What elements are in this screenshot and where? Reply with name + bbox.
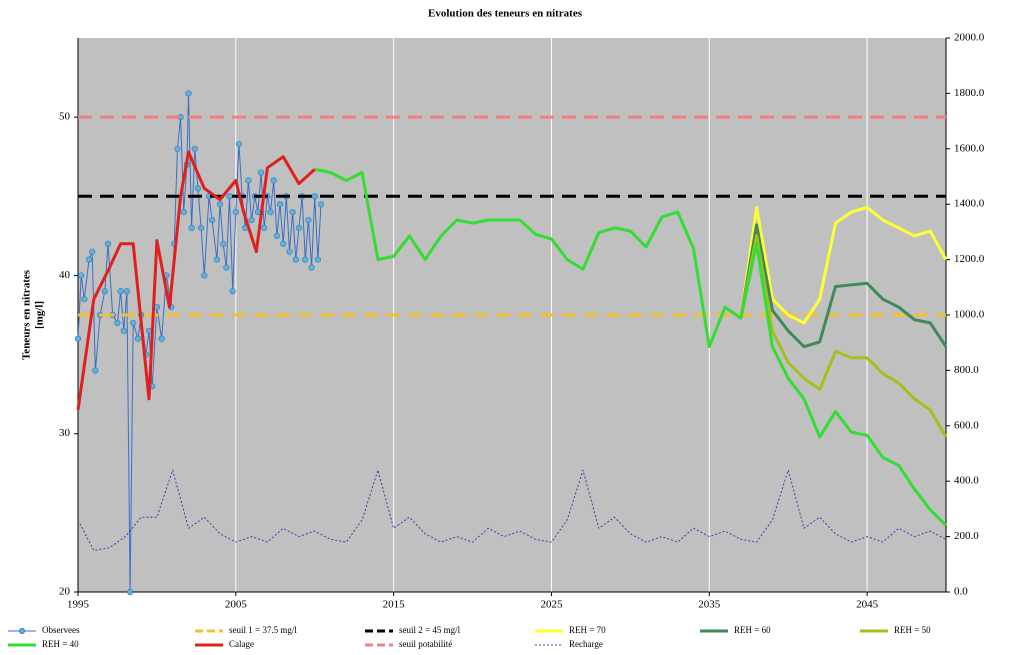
y2-tick-label: 1800.0 <box>954 87 985 99</box>
chart-title: Evolution des teneurs en nitrates <box>428 8 583 20</box>
data-point <box>292 256 299 263</box>
data-point <box>78 272 85 279</box>
series-line <box>739 223 948 349</box>
legend-label: REH = 50 <box>894 625 931 635</box>
legend-label: REH = 60 <box>734 625 771 635</box>
data-point <box>216 201 224 208</box>
legend-label: Observees <box>42 625 80 635</box>
y-tick-label: 20 <box>59 586 71 598</box>
data-point <box>174 145 181 152</box>
data-point <box>276 201 284 208</box>
legend-label: Calage <box>229 639 254 649</box>
data-point <box>89 248 96 255</box>
data-point <box>104 240 112 247</box>
series-line <box>739 205 948 325</box>
data-point <box>130 319 137 327</box>
y2-tick-label: 600.0 <box>954 419 979 431</box>
data-point <box>289 209 296 216</box>
x-tick-label: 2045 <box>856 599 879 611</box>
data-point <box>248 216 255 224</box>
data-point <box>180 209 187 216</box>
data-point <box>101 288 108 295</box>
y2-tick-label: 200.0 <box>954 530 979 542</box>
data-point <box>273 232 280 239</box>
data-point <box>92 367 99 374</box>
data-point <box>302 256 309 263</box>
data-point <box>305 216 312 224</box>
data-point <box>134 335 142 342</box>
data-point <box>235 140 243 148</box>
data-point <box>295 224 303 232</box>
data-point <box>226 193 233 200</box>
data-point <box>81 296 88 303</box>
data-point <box>308 264 315 271</box>
data-point <box>191 145 198 152</box>
data-point <box>197 224 205 232</box>
x-tick-label: 2035 <box>698 599 721 611</box>
data-point <box>317 201 325 208</box>
y-axis-label: Teneurs en nitrates <box>21 269 33 360</box>
x-tick-label: 2005 <box>225 599 248 611</box>
y2-tick-label: 1200.0 <box>954 253 985 265</box>
y2-tick-label: 2000.0 <box>954 32 985 44</box>
y-tick-label: 30 <box>59 427 71 439</box>
y-axis-label: [mg/l] <box>34 301 46 329</box>
data-point <box>229 288 236 295</box>
data-point <box>232 209 239 216</box>
legend-label: REH = 40 <box>42 639 79 649</box>
data-point <box>158 335 165 342</box>
y2-tick-label: 1600.0 <box>954 142 985 154</box>
data-point <box>257 169 265 176</box>
data-point <box>209 216 216 224</box>
legend-label: seuil potabilité <box>399 639 452 649</box>
legend-label: REH = 70 <box>569 625 606 635</box>
data-point <box>286 248 293 255</box>
x-tick-label: 1995 <box>67 599 90 611</box>
x-tick-label: 2015 <box>383 599 406 611</box>
y2-tick-label: 1000.0 <box>954 309 985 321</box>
data-point <box>223 264 230 271</box>
y2-tick-label: 400.0 <box>954 475 979 487</box>
series-line <box>77 92 322 593</box>
y-tick-label: 40 <box>59 269 71 281</box>
legend-label: Recharge <box>569 639 603 649</box>
data-point <box>194 185 202 192</box>
data-point <box>280 240 287 247</box>
legend-label: seuil 1 = 37.5 mg/l <box>229 625 297 635</box>
y-tick-label: 50 <box>59 111 71 123</box>
data-point <box>85 256 93 263</box>
data-point <box>188 224 195 232</box>
data-point <box>185 90 192 97</box>
data-point <box>114 319 121 327</box>
y2-tick-label: 1400.0 <box>954 198 985 210</box>
data-point <box>261 224 268 232</box>
data-point <box>126 588 134 596</box>
data-point <box>270 177 277 184</box>
data-point <box>314 256 321 263</box>
series-line <box>77 469 947 551</box>
series-line <box>739 234 948 438</box>
x-tick-label: 2025 <box>540 599 563 611</box>
data-point <box>120 327 127 334</box>
data-point <box>74 335 82 342</box>
data-point <box>220 240 227 247</box>
y2-tick-label: 0.0 <box>954 586 968 598</box>
data-point <box>123 288 131 295</box>
legend-marker <box>19 628 25 634</box>
data-point <box>311 193 318 200</box>
data-point <box>213 256 220 263</box>
legend-label: seuil 2 = 45 mg/l <box>399 625 461 635</box>
data-point <box>245 177 252 184</box>
data-point <box>117 288 124 295</box>
series-line <box>76 150 316 411</box>
y2-tick-label: 800.0 <box>954 364 979 376</box>
data-point <box>267 209 274 216</box>
series-line <box>314 167 948 527</box>
data-point <box>201 272 208 279</box>
